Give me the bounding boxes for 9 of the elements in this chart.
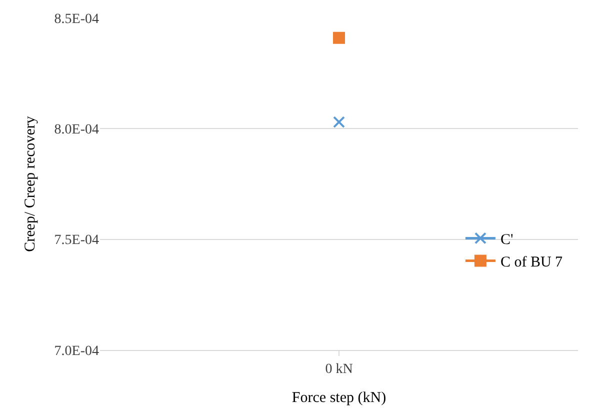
y-tick-label: 8.5E-04 — [54, 12, 99, 27]
y-tick-label: 7.0E-04 — [54, 344, 99, 359]
x-axis-title: Force step (kN) — [292, 390, 386, 406]
y-tick-label: 8.0E-04 — [54, 122, 99, 138]
y-tick-label: 7.5E-04 — [54, 233, 99, 248]
legend-label: C' — [500, 232, 514, 248]
y-axis-title: Creep/ Creep recovery — [22, 116, 39, 252]
x-tick-label: 0 kN — [325, 362, 353, 377]
legend-label: C of BU 7 — [500, 254, 564, 271]
